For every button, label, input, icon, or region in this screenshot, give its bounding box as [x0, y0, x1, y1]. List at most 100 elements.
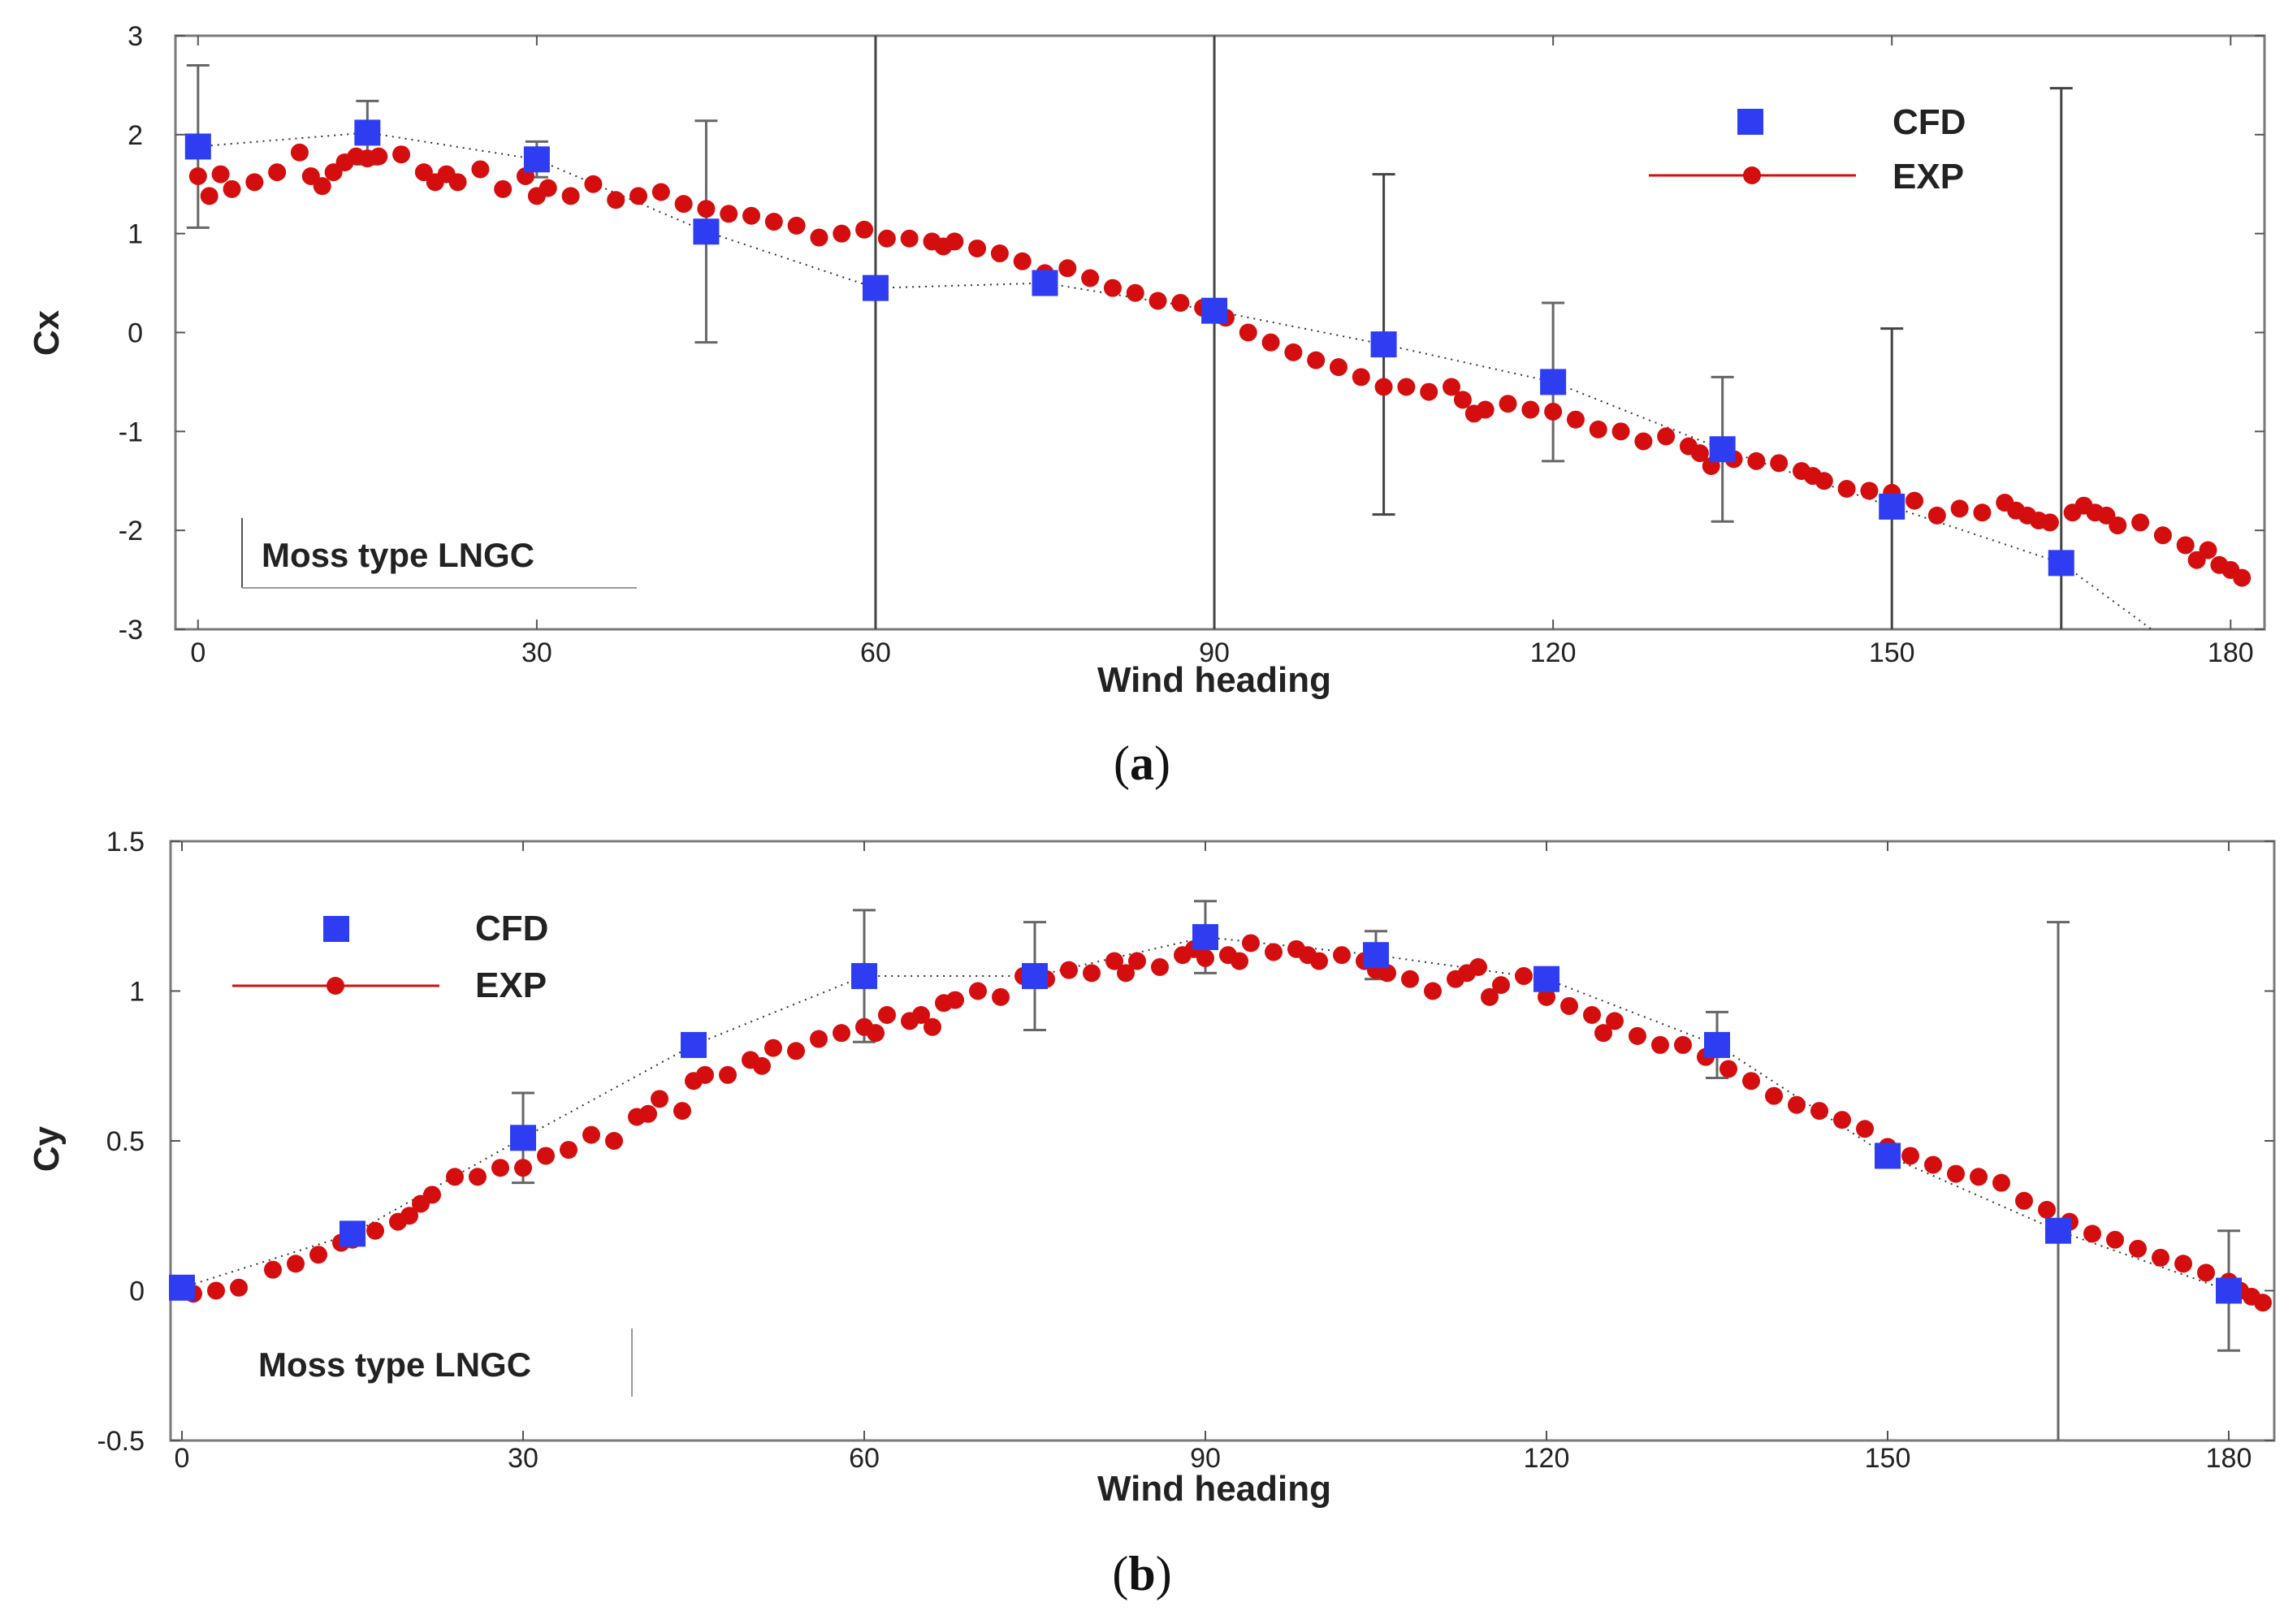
exp-point — [539, 179, 557, 197]
exp-point — [1674, 1035, 1692, 1054]
axis-ticks-b — [171, 840, 2274, 1441]
exp-point — [1589, 420, 1607, 438]
exp-point — [2153, 526, 2172, 545]
y-tick-labels-b: -0.5 0 0.5 1 1.5 — [97, 827, 145, 1457]
exp-point — [2038, 1200, 2056, 1219]
exp-point — [230, 1278, 248, 1297]
exp-point — [1611, 422, 1630, 441]
annotation-box-b: Moss type LNGC — [258, 1328, 633, 1397]
exp-point — [1105, 952, 1123, 970]
exp-point — [1171, 293, 1190, 312]
y-tick-label: 1 — [129, 977, 145, 1008]
exp-point — [469, 1168, 487, 1186]
exp-point — [607, 191, 625, 209]
cfd-point — [1370, 331, 1397, 358]
cfd-point — [851, 963, 877, 990]
exp-point — [1284, 343, 1303, 361]
exp-point — [1265, 943, 1283, 961]
exp-point — [188, 167, 207, 186]
exp-point — [833, 1024, 850, 1043]
cfd-point — [2048, 550, 2074, 577]
exp-series-a — [188, 143, 2252, 587]
exp-point — [1810, 1102, 1828, 1121]
exp-point — [264, 1260, 282, 1279]
exp-point — [1973, 503, 1992, 522]
exp-point — [313, 177, 331, 196]
exp-point — [2083, 1224, 2101, 1243]
exp-point — [2131, 513, 2150, 532]
exp-point — [1352, 368, 1370, 387]
y-axis-title-a: Cx — [27, 309, 67, 356]
exp-point — [1151, 957, 1169, 976]
chart-panel-b: 0 30 60 90 120 150 180 -0.5 0 0.5 1 1.5 Wind headi… — [27, 827, 2276, 1600]
exp-point — [674, 195, 693, 214]
exp-point — [1126, 283, 1144, 302]
exp-point — [1905, 491, 1924, 510]
exp-point — [2176, 536, 2195, 555]
exp-point — [1594, 1024, 1612, 1043]
exp-point — [309, 1246, 327, 1264]
exp-point — [946, 991, 964, 1009]
exp-point — [1690, 444, 1709, 463]
exp-point — [697, 200, 716, 218]
exp-point — [1583, 1006, 1601, 1025]
exp-point — [764, 1039, 782, 1057]
legend-cfd-marker-a — [1737, 109, 1763, 135]
exp-point — [1424, 982, 1442, 1000]
exp-point — [1970, 1168, 1988, 1186]
legend-cfd-marker-b — [323, 916, 349, 942]
cfd-point — [184, 133, 211, 160]
exp-point — [1947, 1164, 1965, 1183]
y-tick-label: -1 — [119, 417, 143, 447]
exp-point — [423, 1186, 441, 1204]
exp-point — [1566, 410, 1585, 429]
exp-point — [370, 147, 388, 166]
exp-point — [1657, 427, 1676, 446]
y-tick-label: 2 — [128, 120, 143, 151]
exp-point — [1833, 1111, 1851, 1129]
legend-cfd-label-b: CFD — [475, 909, 548, 948]
exp-point — [719, 1065, 737, 1084]
exp-point — [878, 1006, 896, 1025]
exp-point — [1117, 964, 1135, 983]
cfd-point — [2045, 1217, 2071, 1244]
x-tick-label: 150 — [1869, 637, 1915, 668]
annotation-text-a: Moss type LNGC — [262, 536, 534, 574]
x-tick-label: 90 — [1199, 637, 1230, 668]
exp-point — [990, 244, 1009, 263]
exp-point — [1058, 259, 1077, 278]
exp-point — [1742, 1072, 1760, 1091]
legend-exp-label-b: EXP — [475, 965, 547, 1005]
y-axis-title-b: Cy — [27, 1125, 67, 1172]
cfd-point — [169, 1274, 195, 1301]
exp-point — [651, 183, 670, 201]
exp-point — [1747, 451, 1766, 470]
exp-point — [2015, 1191, 2033, 1210]
axis-ticks-a — [175, 35, 2265, 630]
exp-point — [912, 1006, 930, 1025]
legend-b: CFD EXP — [232, 909, 548, 1005]
exp-point — [1081, 269, 1100, 287]
cfd-point — [693, 218, 720, 245]
exp-point — [1481, 987, 1499, 1006]
exp-point — [1083, 964, 1101, 983]
legend-cfd-label-a: CFD — [1893, 102, 1966, 142]
exp-point — [1329, 358, 1347, 377]
y-tick-label: -3 — [119, 615, 143, 646]
exp-point — [494, 179, 513, 198]
y-tick-label: 0.5 — [106, 1126, 145, 1157]
exp-point — [1837, 479, 1856, 498]
exp-point — [1476, 400, 1495, 419]
exp-point — [1815, 472, 1833, 490]
cfd-point — [681, 1031, 707, 1058]
annotation-text-b: Moss type LNGC — [258, 1345, 531, 1384]
exp-point — [945, 232, 964, 251]
exp-point — [2254, 1294, 2272, 1312]
exp-point — [1261, 333, 1280, 352]
exp-point — [223, 179, 241, 198]
exp-point — [1013, 252, 1032, 270]
cfd-point — [510, 1125, 536, 1151]
exp-point — [2109, 516, 2127, 535]
x-axis-title-b: Wind heading — [1097, 1469, 1331, 1509]
